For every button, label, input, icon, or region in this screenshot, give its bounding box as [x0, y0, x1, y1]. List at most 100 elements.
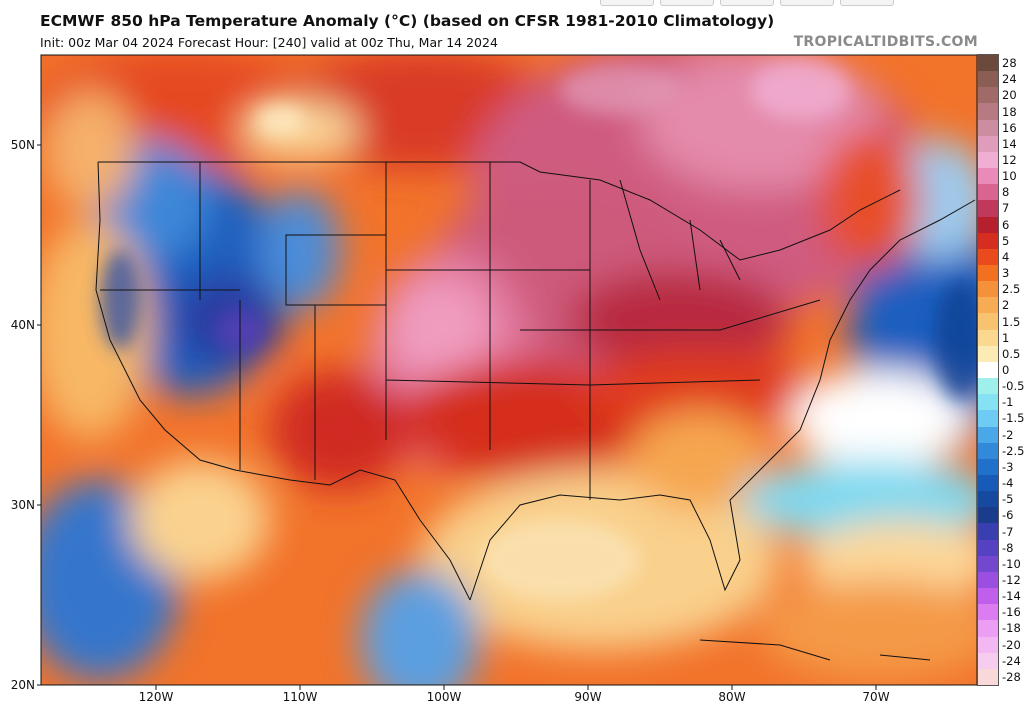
lon-label: 110W	[283, 690, 318, 703]
colorbar-label: 7	[1002, 201, 1010, 216]
colorbar-cell	[978, 668, 998, 686]
longitude-axis: 120W 110W 100W 90W 80W 70W	[139, 685, 890, 703]
toolbar-button[interactable]	[840, 0, 894, 6]
colorbar-cell	[978, 442, 998, 460]
colorbar-cell	[978, 135, 998, 153]
colorbar-label: 4	[1002, 249, 1010, 264]
colorbar-label: 3	[1002, 266, 1010, 281]
colorbar-cell	[978, 588, 998, 605]
colorbar-label: 12	[1002, 153, 1017, 167]
lon-label: 100W	[427, 690, 462, 703]
colorbar-cell	[978, 361, 998, 379]
colorbar-label: -12	[1002, 573, 1021, 587]
colorbar-label: -20	[1002, 637, 1021, 652]
toolbar-button[interactable]	[600, 0, 654, 6]
colorbar-label: -2	[1002, 427, 1014, 442]
colorbar-cell	[978, 265, 998, 282]
colorbar-label: -1	[1002, 395, 1014, 410]
colorbar-cell	[978, 184, 998, 201]
colorbar-cell	[978, 539, 998, 557]
colorbar-cell	[978, 297, 998, 314]
colorbar-cell	[978, 87, 998, 104]
colorbar-label: 28	[1002, 56, 1017, 71]
colorbar-label: -28	[1002, 669, 1021, 684]
colorbar-cell	[978, 555, 998, 573]
colorbar-cell	[978, 507, 998, 524]
colorbar-cell	[978, 345, 998, 363]
lon-label: 120W	[139, 690, 174, 703]
colorbar-cell	[978, 329, 998, 347]
colorbar-label: -3	[1002, 459, 1014, 474]
colorbar-cell	[978, 232, 998, 250]
colorbar-cell	[978, 652, 998, 670]
lat-label: 30N	[11, 498, 35, 512]
colorbar-cell	[978, 636, 998, 654]
colorbar-cell	[978, 313, 998, 331]
colorbar-cell	[978, 571, 998, 589]
lat-label: 20N	[11, 678, 35, 692]
colorbar-cell	[978, 426, 998, 444]
colorbar-label: 1.5	[1002, 314, 1021, 329]
toolbar-button[interactable]	[720, 0, 774, 6]
colorbar-label: 1	[1002, 330, 1010, 345]
colorbar-cell	[978, 119, 998, 137]
colorbar-label: -1.5	[1002, 411, 1025, 426]
colorbar-label: 0.5	[1002, 346, 1021, 361]
map-frame	[40, 54, 978, 686]
colorbar-label: 5	[1002, 233, 1010, 248]
colorbar-label: 14	[1002, 136, 1017, 151]
colorbar-label: -14	[1002, 589, 1021, 604]
colorbar-cell	[978, 151, 998, 169]
forecast-info: Init: 00z Mar 04 2024 Forecast Hour: [24…	[40, 35, 498, 50]
colorbar-cell	[978, 71, 998, 88]
lon-label: 70W	[862, 690, 889, 703]
colorbar-label: -4	[1002, 476, 1014, 491]
colorbar-label: 6	[1002, 217, 1010, 232]
colorbar-cell	[978, 523, 998, 541]
colorbar-cell	[978, 168, 998, 185]
colorbar-cell	[978, 248, 998, 266]
lon-label: 90W	[574, 690, 601, 703]
colorbar-label: 16	[1002, 120, 1017, 135]
colorbar-label: -2.5	[1002, 443, 1025, 458]
colorbar-cell	[978, 604, 998, 621]
latitude-axis: 50N 40N 30N 20N	[11, 138, 41, 692]
colorbar-label: -8	[1002, 540, 1014, 555]
colorbar-label: 0	[1002, 363, 1010, 377]
colorbar-cell	[978, 491, 998, 508]
colorbar-label: 24	[1002, 72, 1017, 87]
colorbar-cell	[978, 410, 998, 428]
colorbar-label: -6	[1002, 508, 1014, 523]
colorbar-label: -0.5	[1002, 379, 1025, 394]
toolbar-button[interactable]	[780, 0, 834, 6]
colorbar-label: -18	[1002, 621, 1021, 636]
colorbar-label: 8	[1002, 185, 1010, 200]
colorbar-cell	[978, 620, 998, 638]
colorbar-cell	[978, 281, 998, 298]
map-title: ECMWF 850 hPa Temperature Anomaly (°C) (…	[40, 12, 775, 30]
top-toolbar-buttons	[600, 0, 894, 6]
colorbar-label: -5	[1002, 492, 1014, 507]
colorbar-cell	[978, 216, 998, 234]
anomaly-field	[41, 55, 977, 685]
colorbar-label: -10	[1002, 556, 1021, 571]
colorbar-cell	[978, 200, 998, 218]
lat-label: 40N	[11, 318, 35, 332]
colorbar-cell	[978, 394, 998, 411]
colorbar-label: -24	[1002, 653, 1021, 668]
lat-label: 50N	[11, 138, 35, 152]
toolbar-button[interactable]	[660, 0, 714, 6]
colorbar-cell	[978, 378, 998, 395]
site-brand: TROPICALTIDBITS.COM	[793, 34, 978, 50]
colorbar-cell	[978, 458, 998, 476]
colorbar-label: 10	[1002, 169, 1017, 184]
colorbar-label: 18	[1002, 104, 1017, 119]
colorbar-label: 2	[1002, 298, 1010, 313]
colorbar	[978, 55, 998, 686]
colorbar-label: -7	[1002, 524, 1014, 539]
lon-label: 80W	[718, 690, 745, 703]
boundary-lines	[95, 161, 976, 661]
colorbar-label: -16	[1002, 605, 1021, 620]
colorbar-label: 2.5	[1002, 282, 1021, 297]
